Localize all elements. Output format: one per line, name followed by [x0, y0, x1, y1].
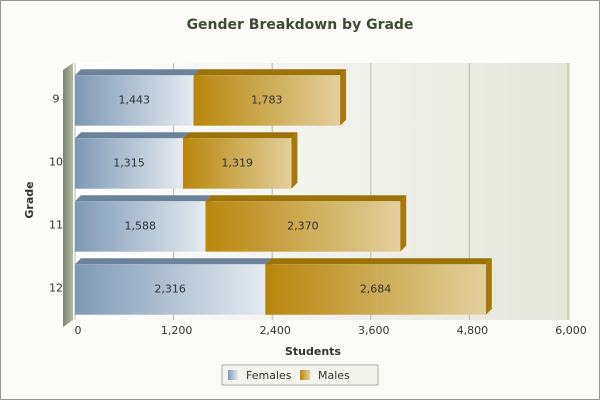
- value-label: 2,684: [360, 283, 392, 296]
- x-tick-label: 0: [75, 324, 82, 337]
- bar-top: [193, 69, 347, 76]
- y-tick-label: 11: [49, 219, 63, 232]
- bar-top: [75, 69, 200, 76]
- bar: [265, 264, 486, 315]
- bar-top: [75, 258, 272, 265]
- bar-side: [400, 195, 407, 252]
- bar-side: [340, 69, 347, 126]
- bar: [75, 201, 206, 252]
- bar-top: [265, 258, 492, 265]
- legend-swatch: [228, 370, 238, 380]
- x-tick-label: 1,200: [161, 324, 193, 337]
- x-tick-label: 3,600: [358, 324, 390, 337]
- y-tick-label: 12: [49, 282, 63, 295]
- bar: [205, 201, 401, 252]
- bar: [75, 264, 266, 315]
- bar-side: [291, 132, 298, 189]
- legend-label: Males: [318, 369, 350, 382]
- bar: [75, 75, 194, 126]
- value-label: 1,315: [113, 157, 145, 170]
- x-tick-label: 2,400: [259, 324, 291, 337]
- y-tick-label: 9: [53, 93, 60, 106]
- bar: [183, 138, 292, 189]
- legend-swatch: [300, 370, 310, 380]
- bar-side: [485, 258, 492, 315]
- bar: [193, 75, 341, 126]
- value-label: 1,443: [119, 94, 151, 107]
- value-label: 2,370: [287, 220, 319, 233]
- x-tick-label: 6,000: [555, 324, 587, 337]
- bar-top: [75, 195, 212, 202]
- bar-top: [205, 195, 407, 202]
- x-axis-title: Students: [285, 345, 341, 358]
- wall: [63, 63, 73, 327]
- value-label: 1,783: [251, 94, 283, 107]
- x-tick-label: 4,800: [457, 324, 489, 337]
- y-tick-label: 10: [49, 156, 63, 169]
- bar-top: [75, 132, 190, 139]
- value-label: 1,588: [124, 220, 156, 233]
- value-label: 2,316: [154, 283, 186, 296]
- y-axis-title: Grade: [23, 181, 36, 218]
- legend-label: Females: [246, 369, 292, 382]
- value-label: 1,319: [221, 157, 253, 170]
- bar-top: [183, 132, 298, 139]
- chart-title: Gender Breakdown by Grade: [187, 17, 414, 33]
- bar: [75, 138, 184, 189]
